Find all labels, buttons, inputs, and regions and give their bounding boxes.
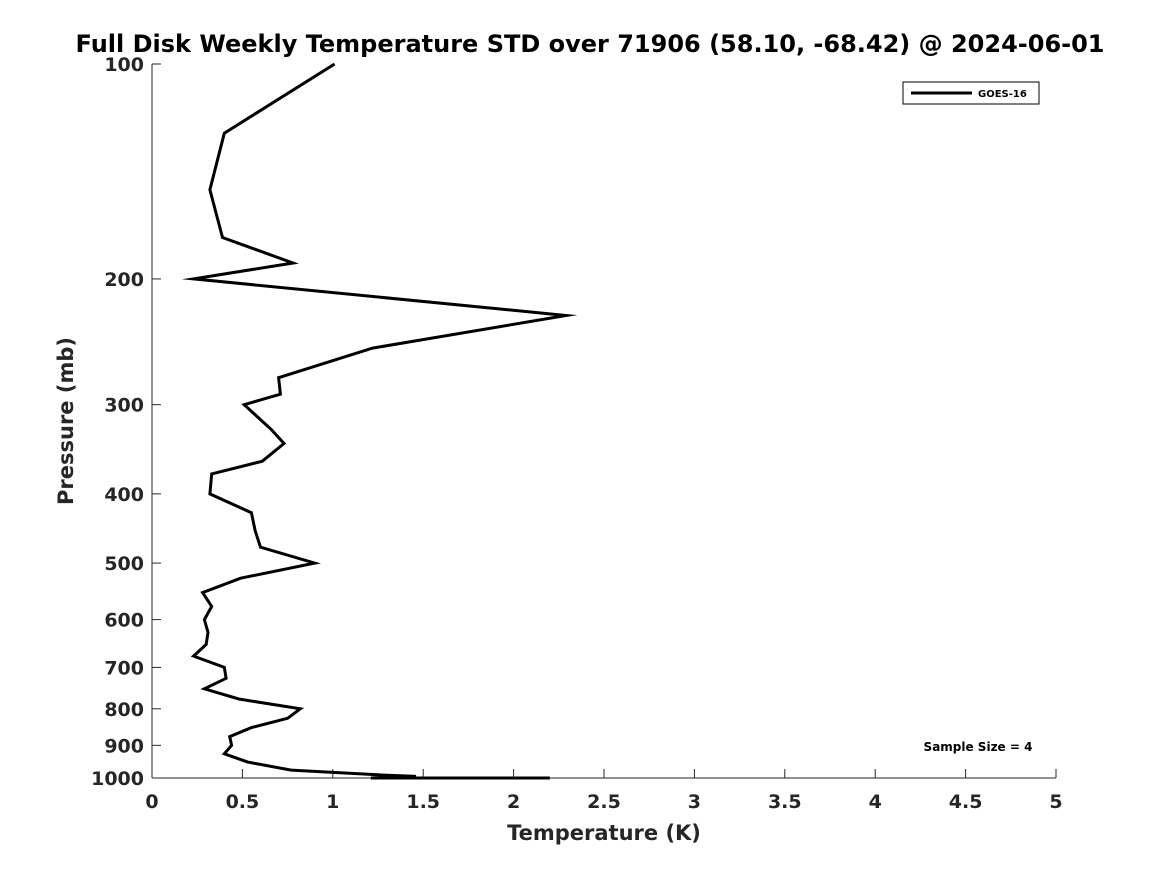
- x-axis-label: Temperature (K): [507, 821, 701, 845]
- x-tick-label: 0.5: [226, 791, 260, 813]
- x-tick-label: 2.5: [587, 791, 621, 813]
- x-tick-label: 0: [145, 791, 158, 813]
- x-tick-label: 4: [869, 791, 882, 813]
- x-tick-label: 3.5: [768, 791, 802, 813]
- x-tick-label: 2: [507, 791, 520, 813]
- y-tick-label: 900: [104, 735, 144, 757]
- x-tick-label: 5: [1049, 791, 1062, 813]
- y-tick-label: 600: [104, 610, 144, 632]
- y-axis-label: Pressure (mb): [54, 337, 78, 505]
- x-tick-label: 3: [688, 791, 701, 813]
- x-tick-label: 1.5: [406, 791, 440, 813]
- y-tick-label: 400: [104, 484, 144, 506]
- y-tick-label: 800: [104, 699, 144, 721]
- sample-size-annotation: Sample Size = 4: [924, 740, 1033, 754]
- y-tick-label: 300: [104, 395, 144, 417]
- legend-label: GOES-16: [978, 89, 1027, 100]
- y-tick-label: 200: [104, 269, 144, 291]
- y-tick-label: 1000: [91, 768, 144, 790]
- y-tick-label: 700: [104, 657, 144, 679]
- y-tick-label: 500: [104, 553, 144, 575]
- legend: GOES-16: [902, 81, 1040, 105]
- chart-title: Full Disk Weekly Temperature STD over 71…: [76, 30, 1105, 58]
- y-tick-label: 100: [104, 54, 144, 76]
- axes: 0 0.5 1 1.5 2 2.5 3 3.5 4 4.5 5 100 200 300 400 500 600 7…: [91, 54, 1063, 813]
- x-tick-label: 4.5: [949, 791, 983, 813]
- series-line-0: [181, 62, 578, 780]
- plot-lines: [181, 62, 578, 780]
- x-tick-label: 1: [326, 791, 339, 813]
